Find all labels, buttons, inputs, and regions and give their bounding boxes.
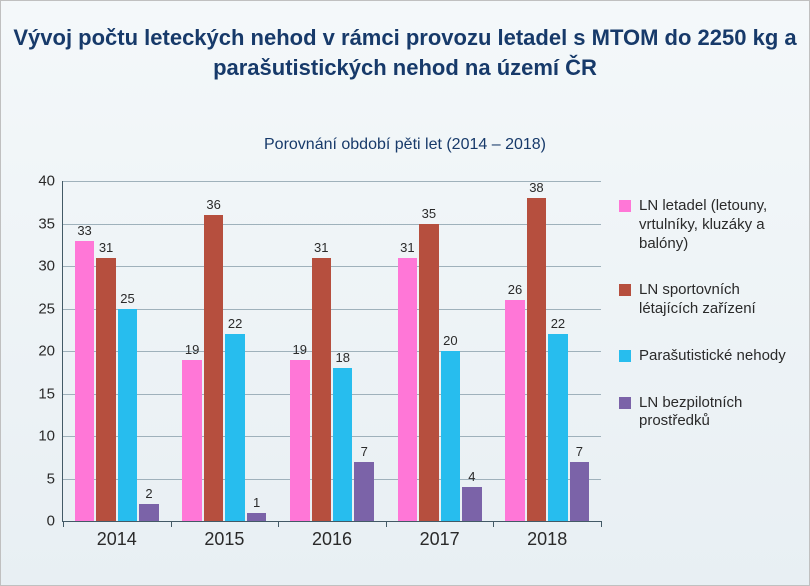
legend-label: LN sportovních létajících zařízení — [639, 281, 799, 319]
bar: 36 — [204, 215, 223, 521]
bar: 26 — [505, 300, 524, 521]
chart-title: Vývoj počtu leteckých nehod v rámci prov… — [1, 1, 809, 82]
y-tick-label: 15 — [38, 385, 55, 402]
gridline — [63, 266, 601, 267]
x-category-label: 2015 — [204, 529, 244, 550]
x-tick-mark — [386, 521, 387, 527]
x-category-label: 2017 — [420, 529, 460, 550]
bar: 31 — [398, 258, 417, 522]
bar: 19 — [182, 360, 201, 522]
y-tick-label: 0 — [47, 513, 55, 530]
x-category-label: 2018 — [527, 529, 567, 550]
bar-value-label: 36 — [206, 197, 220, 212]
y-tick-label: 30 — [38, 258, 55, 275]
y-axis-line — [62, 181, 63, 521]
x-category-label: 2014 — [97, 529, 137, 550]
bar: 20 — [441, 351, 460, 521]
y-tick-label: 5 — [47, 470, 55, 487]
legend-label: LN letadel (letouny, vrtulníky, kluzáky … — [639, 197, 799, 253]
y-tick-label: 40 — [38, 173, 55, 190]
gridline — [63, 181, 601, 182]
legend-swatch — [619, 350, 631, 362]
legend-swatch — [619, 397, 631, 409]
legend-item: LN sportovních létajících zařízení — [619, 281, 799, 319]
bar-value-label: 2 — [145, 486, 152, 501]
bar: 4 — [462, 487, 481, 521]
bar: 7 — [354, 462, 373, 522]
legend-swatch — [619, 200, 631, 212]
bar: 33 — [75, 241, 94, 522]
bar: 2 — [139, 504, 158, 521]
x-tick-mark — [63, 521, 64, 527]
bar-chart: 0510152025303540201433312522015193622120… — [63, 181, 601, 521]
bar-value-label: 4 — [468, 469, 475, 484]
legend-swatch — [619, 284, 631, 296]
bar-value-label: 22 — [551, 316, 565, 331]
y-tick-label: 20 — [38, 343, 55, 360]
bar-value-label: 1 — [253, 495, 260, 510]
bar-value-label: 38 — [529, 180, 543, 195]
legend-item: Parašutistické nehody — [619, 347, 799, 366]
bar: 25 — [118, 309, 137, 522]
x-tick-mark — [171, 521, 172, 527]
x-category-label: 2016 — [312, 529, 352, 550]
bar-value-label: 33 — [77, 223, 91, 238]
bar-value-label: 31 — [400, 240, 414, 255]
legend-item: LN letadel (letouny, vrtulníky, kluzáky … — [619, 197, 799, 253]
bar: 18 — [333, 368, 352, 521]
gridline — [63, 224, 601, 225]
x-tick-mark — [278, 521, 279, 527]
bar-value-label: 31 — [314, 240, 328, 255]
chart-subtitle: Porovnání období pěti let (2014 – 2018) — [1, 136, 809, 154]
bar-value-label: 35 — [422, 206, 436, 221]
y-tick-label: 25 — [38, 300, 55, 317]
y-tick-label: 35 — [38, 215, 55, 232]
bar: 38 — [527, 198, 546, 521]
bar-value-label: 20 — [443, 333, 457, 348]
x-tick-mark — [493, 521, 494, 527]
bar-value-label: 25 — [120, 291, 134, 306]
legend-label: LN bezpilotních prostředků — [639, 394, 799, 432]
bar: 22 — [225, 334, 244, 521]
bar-value-label: 19 — [293, 342, 307, 357]
legend-item: LN bezpilotních prostředků — [619, 394, 799, 432]
plot-area: 0510152025303540201433312522015193622120… — [63, 181, 601, 521]
bar: 7 — [570, 462, 589, 522]
bar-value-label: 18 — [336, 350, 350, 365]
x-tick-mark — [601, 521, 602, 527]
x-axis-line — [62, 521, 601, 522]
bar-value-label: 22 — [228, 316, 242, 331]
bar-value-label: 26 — [508, 282, 522, 297]
legend-label: Parašutistické nehody — [639, 347, 786, 366]
bar-value-label: 7 — [361, 444, 368, 459]
bar-value-label: 7 — [576, 444, 583, 459]
bar-value-label: 31 — [99, 240, 113, 255]
y-tick-label: 10 — [38, 428, 55, 445]
legend: LN letadel (letouny, vrtulníky, kluzáky … — [619, 197, 799, 431]
bar: 22 — [548, 334, 567, 521]
bar: 31 — [96, 258, 115, 522]
bar: 35 — [419, 224, 438, 522]
bar: 19 — [290, 360, 309, 522]
bar: 31 — [312, 258, 331, 522]
bar-value-label: 19 — [185, 342, 199, 357]
bar: 1 — [247, 513, 266, 522]
